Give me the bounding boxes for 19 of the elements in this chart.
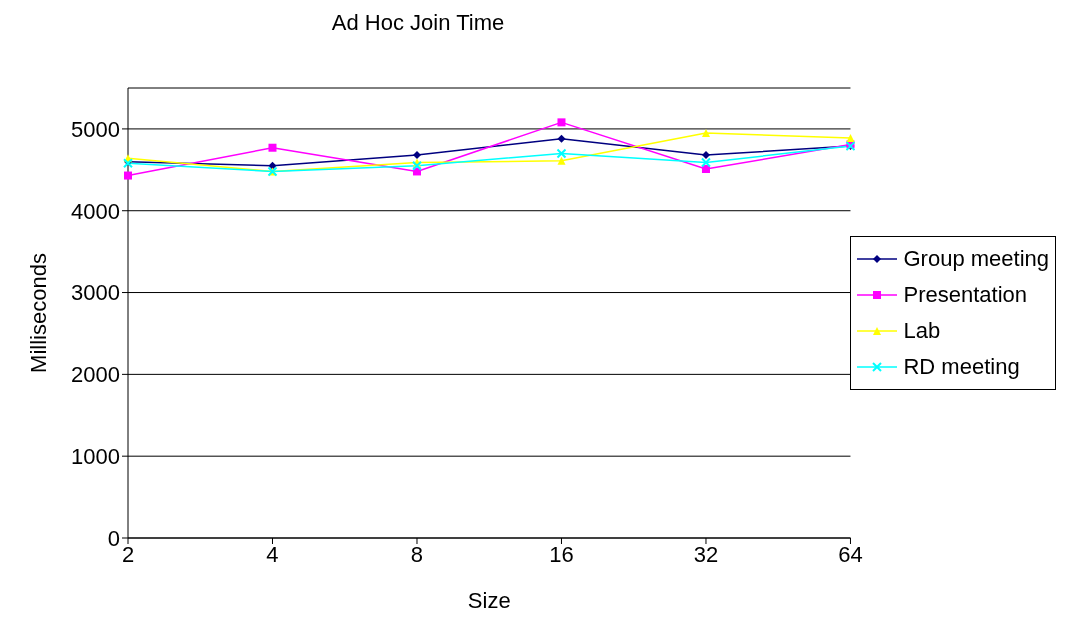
y-tick-label: 2000 [71, 362, 120, 388]
x-tick-label: 2 [121, 541, 135, 567]
y-tick-label: 3000 [71, 280, 120, 306]
legend-label: Lab [903, 318, 941, 344]
legend-label: Group meeting [903, 246, 1049, 272]
x-axis-title: Size [467, 588, 511, 613]
y-tick-label: 4000 [71, 198, 120, 224]
x-tick-label: 8 [410, 541, 424, 567]
y-tick-label: 1000 [71, 443, 120, 469]
x-tick-label: 32 [693, 541, 719, 567]
x-tick-label: 4 [266, 541, 279, 567]
chart-title: Ad Hoc Join Time [330, 10, 506, 36]
y-tick-label: 5000 [71, 116, 120, 142]
x-tick-label: 16 [549, 541, 574, 567]
y-axis-title: Milliseconds [25, 253, 51, 373]
legend-label: RD meeting [903, 354, 1020, 380]
legend-label: Presentation [903, 282, 1027, 308]
x-tick-label: 64 [838, 541, 863, 567]
y-tick-label: 0 [107, 525, 120, 551]
